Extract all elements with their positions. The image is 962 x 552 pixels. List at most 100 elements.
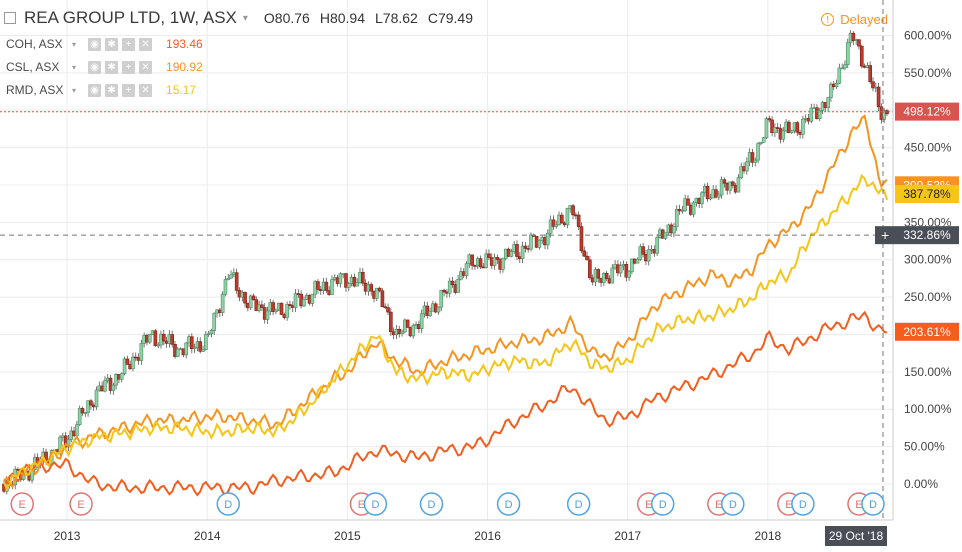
candle — [871, 81, 875, 89]
candle — [122, 358, 127, 374]
candle — [439, 289, 444, 308]
x-tick-label: 2013 — [54, 529, 81, 543]
gear-icon[interactable]: ✱ — [105, 60, 119, 74]
candle — [447, 280, 452, 294]
chevron-down-icon[interactable]: ▾ — [242, 12, 248, 24]
candle — [355, 282, 360, 287]
candle — [206, 333, 211, 336]
series-line-3 — [3, 173, 888, 492]
eye-icon[interactable]: ◉ — [88, 83, 102, 97]
candle — [770, 119, 774, 133]
candle — [520, 245, 525, 259]
candle — [719, 179, 724, 196]
last-value-label-bg — [895, 322, 959, 341]
dividend-marker — [419, 492, 444, 516]
last-value-label: 498.12% — [903, 105, 951, 119]
candle — [708, 197, 713, 200]
candle — [161, 333, 166, 342]
chart-grid — [0, 0, 893, 520]
candle — [829, 83, 833, 98]
dividend-marker — [861, 492, 885, 516]
dividend-marker — [566, 492, 591, 516]
candle — [501, 258, 505, 270]
candle — [817, 110, 822, 119]
legend-item-csl[interactable]: CSL, ASX ▾ ◉ ✱ + ✕ 190.92 — [6, 60, 203, 74]
legend-item-coh[interactable]: COH, ASX ▾ ◉ ✱ + ✕ 193.46 — [6, 37, 203, 51]
candle — [352, 277, 357, 287]
gear-icon[interactable]: ✱ — [105, 37, 119, 51]
candle — [571, 205, 575, 216]
x-tick-label: 2018 — [755, 529, 782, 543]
candle — [260, 304, 264, 308]
y-tick-label: 550.00% — [904, 66, 952, 80]
candle — [635, 258, 640, 264]
candle — [523, 245, 528, 249]
candle — [801, 118, 805, 135]
legend-symbol[interactable]: CSL, ASX — [6, 60, 60, 74]
y-tick-label: 350.00% — [904, 215, 952, 229]
candle — [478, 258, 483, 268]
chart-header: REA GROUP LTD, 1W, ASX ▾ O80.76 H80.94 L… — [4, 8, 473, 28]
y-tick-label: 450.00% — [904, 141, 952, 155]
legend-symbol[interactable]: COH, ASX — [6, 37, 63, 51]
candle — [641, 246, 645, 255]
candle — [405, 319, 410, 328]
candle — [103, 380, 107, 392]
y-tick-label: 600.00% — [904, 28, 952, 42]
candle — [204, 334, 208, 350]
candle — [383, 306, 388, 309]
crosshair-value-label: 332.86% — [903, 228, 951, 242]
legend-symbol[interactable]: RMD, ASX — [6, 83, 64, 97]
candle — [274, 309, 278, 313]
candle — [83, 412, 88, 414]
candle — [809, 107, 814, 122]
candle — [560, 214, 564, 224]
candle — [857, 39, 861, 47]
candle — [859, 45, 864, 67]
candle — [293, 293, 298, 308]
candle — [223, 279, 228, 295]
chevron-down-icon[interactable]: ▾ — [72, 39, 77, 49]
last-value-label: 387.78% — [903, 187, 951, 201]
eye-icon[interactable]: ◉ — [88, 60, 102, 74]
x-tick-label: 2017 — [614, 529, 641, 543]
symbol-title[interactable]: REA GROUP LTD, 1W, ASX — [24, 8, 237, 27]
delayed-label: Delayed — [840, 12, 888, 27]
candle — [627, 271, 631, 278]
menu-icon[interactable] — [4, 12, 16, 24]
candle — [425, 305, 430, 316]
candle — [346, 283, 351, 288]
legend-value: 193.46 — [166, 37, 203, 51]
dividend-marker — [363, 492, 388, 516]
last-value-label-bg — [895, 102, 959, 121]
y-tick-label: 0.00% — [904, 477, 938, 491]
candle — [604, 273, 609, 279]
candle — [77, 408, 82, 425]
candle — [739, 166, 744, 178]
plus-icon[interactable]: + — [122, 83, 136, 97]
close-icon[interactable]: ✕ — [139, 83, 153, 97]
legend-item-rmd[interactable]: RMD, ASX ▾ ◉ ✱ + ✕ 15.17 — [6, 83, 196, 97]
close-icon[interactable]: ✕ — [139, 37, 153, 51]
candle — [361, 271, 365, 284]
plus-icon[interactable]: + — [122, 37, 136, 51]
candle — [492, 257, 497, 266]
chevron-down-icon[interactable]: ▾ — [72, 85, 77, 95]
gear-icon[interactable]: ✱ — [105, 83, 119, 97]
candle — [845, 42, 850, 66]
candle — [442, 289, 446, 293]
eye-icon[interactable]: ◉ — [88, 37, 102, 51]
candle — [251, 295, 256, 301]
close-icon[interactable]: ✕ — [139, 60, 153, 74]
delayed-indicator[interactable]: ! Delayed — [821, 12, 888, 27]
candle — [400, 331, 404, 335]
candle — [876, 86, 881, 108]
candle — [279, 302, 284, 315]
earnings-marker-label: E — [645, 499, 652, 511]
candle — [89, 400, 93, 406]
y-axis: 0.00%50.00%100.00%150.00%200.00%250.00%3… — [875, 0, 959, 520]
plus-icon[interactable]: + — [122, 60, 136, 74]
dividend-marker — [496, 492, 521, 516]
chevron-down-icon[interactable]: ▾ — [72, 62, 77, 72]
candle — [753, 159, 758, 163]
